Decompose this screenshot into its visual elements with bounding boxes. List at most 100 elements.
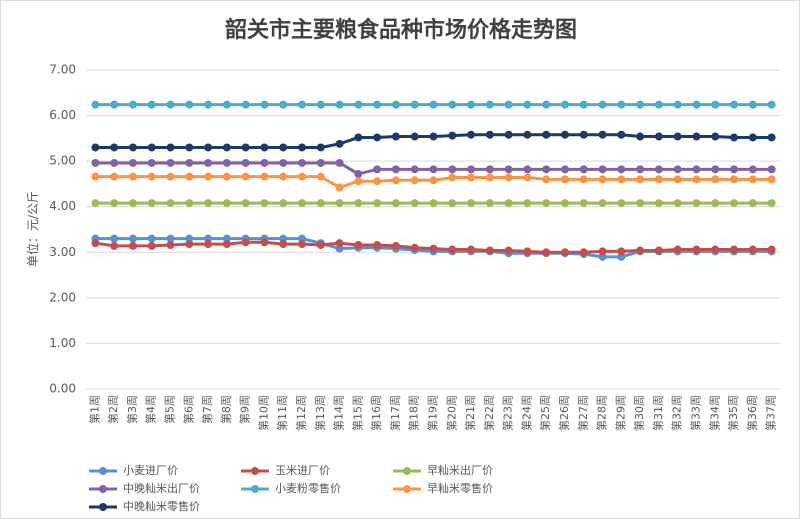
data-point [767,175,776,184]
data-point [448,173,457,182]
data-point [241,238,250,247]
data-point [579,100,588,109]
data-point [579,248,588,257]
data-point [91,172,100,181]
data-point [579,165,588,174]
data-point [748,199,757,208]
data-point [316,199,325,208]
x-tick-label: 第7周 [200,395,214,424]
x-tick-label: 第37周 [764,395,778,431]
data-point [128,199,137,208]
data-point [241,158,250,167]
data-point [91,100,100,109]
data-point [260,172,269,181]
data-point [373,100,382,109]
x-tick-label: 第14周 [332,395,346,431]
data-point [467,199,476,208]
data-point [354,240,363,249]
data-point [260,199,269,208]
data-point [222,199,231,208]
data-point [279,143,288,152]
data-point [579,175,588,184]
x-tick-label: 第18周 [407,395,421,431]
data-point [692,165,701,174]
x-tick-label: 第26周 [557,395,571,431]
data-point [410,165,419,174]
data-point [316,100,325,109]
data-point [598,199,607,208]
data-point [767,133,776,142]
x-tick-label: 第11周 [275,395,289,431]
data-point [128,241,137,250]
data-point [316,172,325,181]
data-point [166,234,175,243]
data-point [636,246,645,255]
y-tick-label: 6.00 [49,108,76,122]
x-tick-label: 第28周 [595,395,609,431]
data-point [147,158,156,167]
x-tick-label: 第33周 [688,395,702,431]
legend-marker [99,503,107,511]
data-point [636,165,645,174]
data-point [185,158,194,167]
data-point [636,132,645,141]
data-point [579,199,588,208]
data-point [410,100,419,109]
data-point [692,245,701,254]
x-tick-label: 第9周 [238,395,252,424]
data-point [110,158,119,167]
data-point [598,175,607,184]
data-point [166,199,175,208]
data-point [598,165,607,174]
data-point [485,246,494,255]
data-point [391,176,400,185]
data-point [711,175,720,184]
data-point [673,245,682,254]
x-tick-label: 第12周 [294,395,308,431]
data-point [204,158,213,167]
data-point [523,199,532,208]
x-tick-label: 第20周 [444,395,458,431]
data-point [279,240,288,249]
x-tick-label: 第32周 [670,395,684,431]
data-point [298,240,307,249]
data-point [204,199,213,208]
data-point [748,245,757,254]
data-point [204,172,213,181]
data-point [185,199,194,208]
data-point [147,199,156,208]
data-point [542,165,551,174]
data-point [485,199,494,208]
data-point [711,199,720,208]
data-point [542,175,551,184]
data-point [185,234,194,243]
data-point [429,100,438,109]
data-point [354,133,363,142]
x-tick-label: 第16周 [369,395,383,431]
legend-marker [99,467,107,475]
legend-marker [99,485,107,493]
data-point [730,245,739,254]
data-point [504,246,513,255]
y-tick-label: 5.00 [49,154,76,168]
data-point [204,240,213,249]
data-point [654,246,663,255]
y-tick-label: 2.00 [49,290,76,304]
data-point [91,158,100,167]
x-tick-label: 第10周 [256,395,270,431]
data-point [260,158,269,167]
data-point [91,143,100,152]
data-point [110,199,119,208]
data-point [335,199,344,208]
data-point [711,132,720,141]
data-point [279,158,288,167]
data-point [373,165,382,174]
x-tick-label: 第34周 [707,395,721,431]
data-point [429,199,438,208]
data-point [467,245,476,254]
data-point [298,199,307,208]
data-point [654,165,663,174]
data-point [335,158,344,167]
legend-label: 玉米进厂价 [275,464,330,477]
y-tick-label: 1.00 [49,336,76,350]
